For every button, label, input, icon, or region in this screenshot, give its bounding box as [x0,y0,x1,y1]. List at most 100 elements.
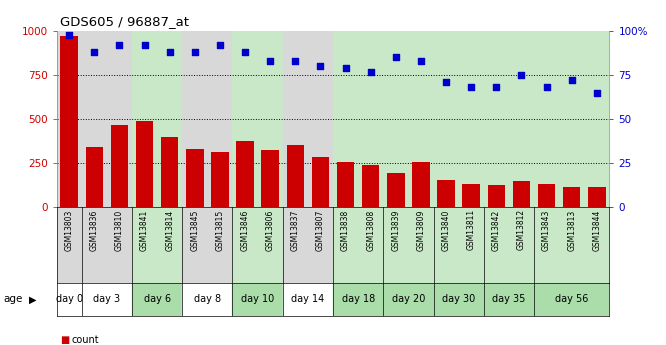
Bar [111,125,129,207]
Text: GDS605 / 96887_at: GDS605 / 96887_at [60,14,189,28]
Bar [286,146,304,207]
Point [340,65,351,71]
Bar [82,207,107,283]
Bar [534,207,559,283]
Point [165,49,175,55]
Point [240,49,250,55]
Bar [333,283,383,316]
Text: GSM13840: GSM13840 [442,209,451,251]
Bar [283,207,308,283]
Bar [157,207,182,283]
Point [114,42,125,48]
Text: GSM13814: GSM13814 [165,209,174,250]
Bar [488,185,505,207]
Bar [283,283,333,316]
Bar [333,207,358,283]
Bar [132,207,157,283]
Text: GSM13808: GSM13808 [366,209,375,250]
Text: GSM13815: GSM13815 [215,209,224,250]
Text: GSM13838: GSM13838 [341,209,350,250]
Bar [588,187,605,207]
Text: day 30: day 30 [442,294,476,304]
Text: GSM13844: GSM13844 [592,209,601,251]
Bar [283,31,308,207]
Point [566,78,577,83]
Text: day 8: day 8 [194,294,221,304]
Text: day 56: day 56 [555,294,588,304]
Point [290,58,300,64]
Point [491,85,501,90]
Point [541,85,552,90]
Bar [232,283,283,316]
Bar [412,162,430,207]
Text: count: count [71,335,99,345]
Text: day 10: day 10 [241,294,274,304]
Bar [207,31,232,207]
Bar [236,141,254,207]
Bar [358,207,383,283]
Bar [534,283,609,316]
Point [89,49,100,55]
Text: day 20: day 20 [392,294,425,304]
Bar [459,207,484,283]
Bar [182,207,207,283]
Bar [563,187,581,207]
Text: GSM13837: GSM13837 [291,209,300,251]
Bar [434,283,484,316]
Bar [232,31,258,207]
Text: GSM13836: GSM13836 [90,209,99,251]
Bar [358,31,383,207]
Bar [534,31,559,207]
Text: day 18: day 18 [342,294,375,304]
Text: GSM13846: GSM13846 [240,209,250,251]
Bar [484,31,509,207]
Text: day 6: day 6 [144,294,170,304]
Bar [312,157,329,207]
Text: GSM13809: GSM13809 [416,209,426,251]
Text: day 14: day 14 [291,294,324,304]
Bar [232,207,258,283]
Text: GSM13842: GSM13842 [492,209,501,250]
Bar [308,31,333,207]
Bar [584,31,609,207]
Bar [408,31,434,207]
Point [416,58,426,64]
Text: day 0: day 0 [55,294,83,304]
Bar [383,207,408,283]
Bar [61,36,78,207]
Bar [484,207,509,283]
Bar [186,149,204,207]
Bar [462,184,480,207]
Bar [434,207,459,283]
Bar [484,283,534,316]
Text: day 3: day 3 [93,294,121,304]
Point [189,49,200,55]
Point [64,32,75,37]
Point [139,42,150,48]
Text: GSM13803: GSM13803 [65,209,74,251]
Bar [459,31,484,207]
Bar [57,207,82,283]
Bar [57,31,82,207]
Text: age: age [3,294,23,304]
Text: GSM13839: GSM13839 [392,209,400,251]
Bar [584,207,609,283]
Text: day 35: day 35 [492,294,525,304]
Text: ▶: ▶ [29,294,36,304]
Bar [559,207,584,283]
Bar [107,31,132,207]
Bar [333,31,358,207]
Bar [182,283,232,316]
Bar [438,180,455,207]
Bar [362,165,380,207]
Text: GSM13813: GSM13813 [567,209,576,250]
Bar [387,173,405,207]
Bar [258,207,283,283]
Point [516,72,527,78]
Point [441,79,452,85]
Bar [559,31,584,207]
Text: GSM13807: GSM13807 [316,209,325,251]
Bar [383,283,434,316]
Text: GSM13811: GSM13811 [467,209,476,250]
Text: GSM13810: GSM13810 [115,209,124,250]
